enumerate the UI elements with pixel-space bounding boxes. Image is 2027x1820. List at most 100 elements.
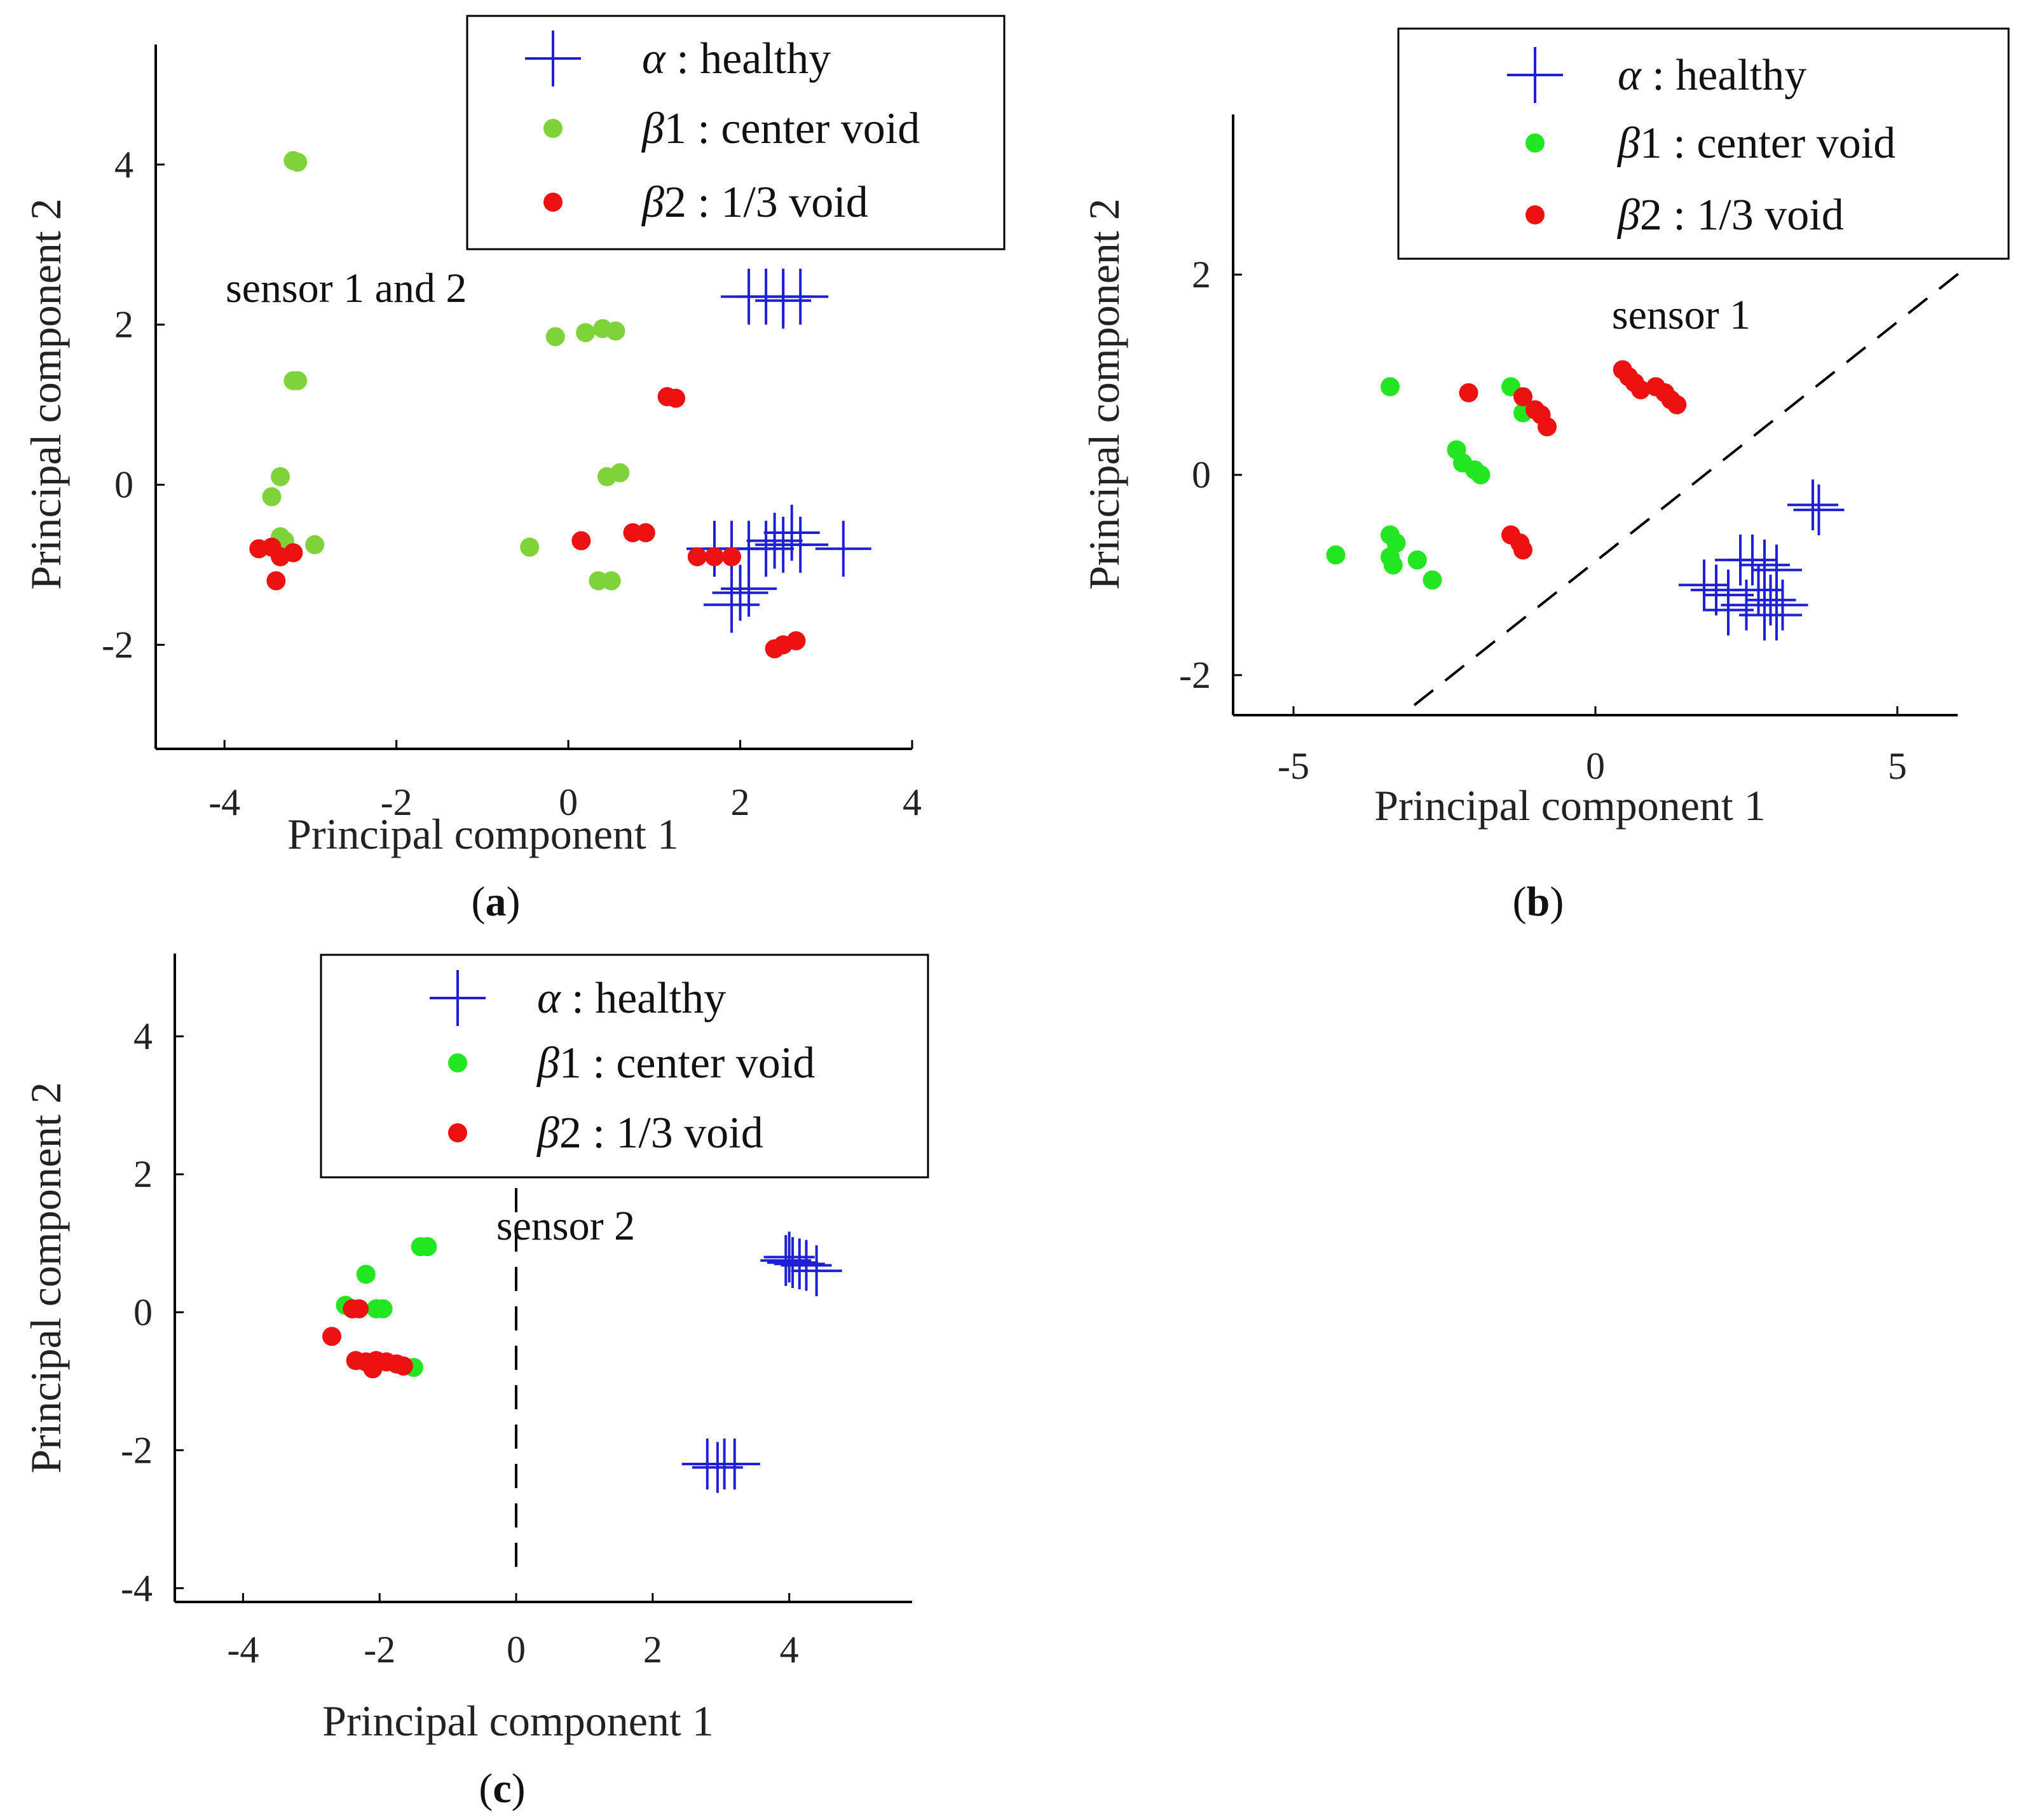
center_void-point — [545, 327, 565, 346]
legend-label-center_void: β1 : center void — [1616, 119, 1895, 168]
healthy-point — [1739, 539, 1790, 591]
third_void-point — [1631, 380, 1651, 400]
legend-box — [320, 954, 929, 1179]
center_void-point — [610, 463, 630, 482]
panel-caption: (b) — [1513, 879, 1564, 925]
y-axis-label: Principal component 2 — [22, 198, 70, 590]
x-tick-label: -2 — [381, 781, 413, 823]
center_void-point — [576, 323, 596, 343]
third_void-point — [393, 1356, 413, 1376]
sensor-annotation: sensor 2 — [496, 1203, 635, 1249]
x-tick-label: -2 — [364, 1629, 395, 1671]
center_void-point — [356, 1264, 376, 1284]
x-tick-label: 0 — [1586, 745, 1605, 787]
center_void-point — [271, 467, 290, 486]
sensor-annotation: sensor 1 — [1612, 292, 1751, 338]
y-tick-label: 4 — [114, 144, 133, 186]
legend-label-third_void: β2 : 1/3 void — [1616, 191, 1844, 240]
third_void-point — [666, 388, 686, 408]
healthy-point — [746, 512, 803, 569]
third_void-point — [687, 547, 707, 566]
legend-label-center_void: β1 : center void — [536, 1039, 815, 1088]
center_void-point — [288, 371, 308, 390]
center_void-point — [262, 487, 282, 507]
center_void-point — [1471, 465, 1491, 484]
healthy-point — [760, 1235, 812, 1286]
x-tick-label: 4 — [780, 1629, 799, 1671]
x-axis-label: Principal component 1 — [322, 1697, 714, 1745]
healthy-point — [704, 577, 760, 633]
legend-marker-healthy — [525, 31, 581, 86]
x-tick-label: -5 — [1278, 745, 1309, 787]
y-tick-label: 2 — [133, 1153, 153, 1195]
x-tick-label: 0 — [507, 1629, 526, 1671]
x-tick-label: -4 — [227, 1629, 259, 1671]
third_void-point — [571, 531, 591, 551]
center_void-point — [601, 571, 621, 591]
healthy-point — [1793, 484, 1845, 536]
third_void-point — [1667, 395, 1687, 414]
panel-caption: (a) — [472, 879, 521, 925]
healthy-point — [1727, 534, 1778, 585]
x-tick-label: 0 — [559, 781, 578, 823]
legend-marker-center_void — [1525, 133, 1545, 153]
legend-label-center_void: β1 : center void — [641, 104, 920, 153]
third_void-point — [704, 547, 724, 566]
healthy-point — [1745, 574, 1796, 626]
x-axis-label: Principal component 1 — [287, 810, 679, 858]
healthy-point — [763, 1231, 815, 1283]
third_void-point — [1513, 540, 1532, 560]
healthy-point — [1703, 584, 1754, 636]
legend-label-third_void: β2 : 1/3 void — [641, 178, 868, 227]
legend-label-third_void: β2 : 1/3 void — [536, 1109, 763, 1158]
center_void-point — [1383, 555, 1403, 575]
y-tick-label: 0 — [1192, 454, 1211, 496]
legend-box — [1397, 27, 2010, 260]
healthy-point — [791, 1245, 842, 1297]
healthy-point — [755, 272, 812, 329]
center_void-point — [1423, 570, 1442, 590]
third_void-point — [363, 1359, 383, 1379]
healthy-point — [763, 505, 820, 561]
center_void-point — [1407, 550, 1427, 570]
healthy-point — [767, 1237, 819, 1289]
healthy-point — [772, 268, 829, 325]
center_void-point — [305, 535, 325, 554]
healthy-point — [1787, 479, 1838, 531]
center_void-point — [288, 153, 308, 172]
healthy-point — [738, 521, 795, 577]
third_void-point — [722, 547, 742, 566]
healthy-point — [1751, 589, 1802, 641]
legend-label-healthy: α : healthy — [642, 34, 831, 83]
legend: α : healthy β1 : center void β2 : 1/3 void — [1397, 27, 2010, 260]
panel-c: -4 -2 0 2 4 -4 -2 0 2 4 Principal component 1 Princ… — [22, 954, 929, 1812]
healthy-point — [712, 564, 768, 621]
legend-label-healthy: α : healthy — [1618, 51, 1806, 100]
center_void-point — [606, 321, 625, 341]
healthy-point — [772, 516, 829, 573]
x-tick-label: -4 — [208, 781, 240, 823]
third_void-point — [322, 1327, 342, 1346]
panel-b: -5 0 5 -2 0 2 Principal component 1 Principal c… — [1080, 27, 2010, 925]
legend: α : healthy β1 : center void β2 : 1/3 void — [466, 15, 1006, 250]
y-tick-label: -2 — [121, 1429, 153, 1471]
third_void-point — [350, 1299, 369, 1318]
x-tick-label: 2 — [643, 1629, 662, 1671]
panel-caption: (c) — [479, 1765, 525, 1812]
center_void-point — [373, 1299, 393, 1318]
x-tick-label: 5 — [1888, 745, 1907, 787]
y-tick-label: 4 — [133, 1015, 153, 1057]
legend-marker-healthy — [1507, 47, 1563, 103]
legend-marker-healthy — [430, 970, 486, 1026]
legend-marker-third_void — [448, 1123, 467, 1142]
y-axis-label: Principal component 2 — [22, 1082, 70, 1474]
third_void-point — [283, 543, 303, 563]
third_void-point — [636, 523, 655, 543]
healthy-point — [721, 561, 777, 617]
legend-marker-center_void — [543, 119, 563, 138]
y-tick-label: -4 — [121, 1567, 153, 1609]
y-tick-label: -2 — [1179, 654, 1211, 696]
legend: α : healthy β1 : center void β2 : 1/3 void — [320, 954, 929, 1179]
y-tick-label: 2 — [1192, 254, 1211, 296]
